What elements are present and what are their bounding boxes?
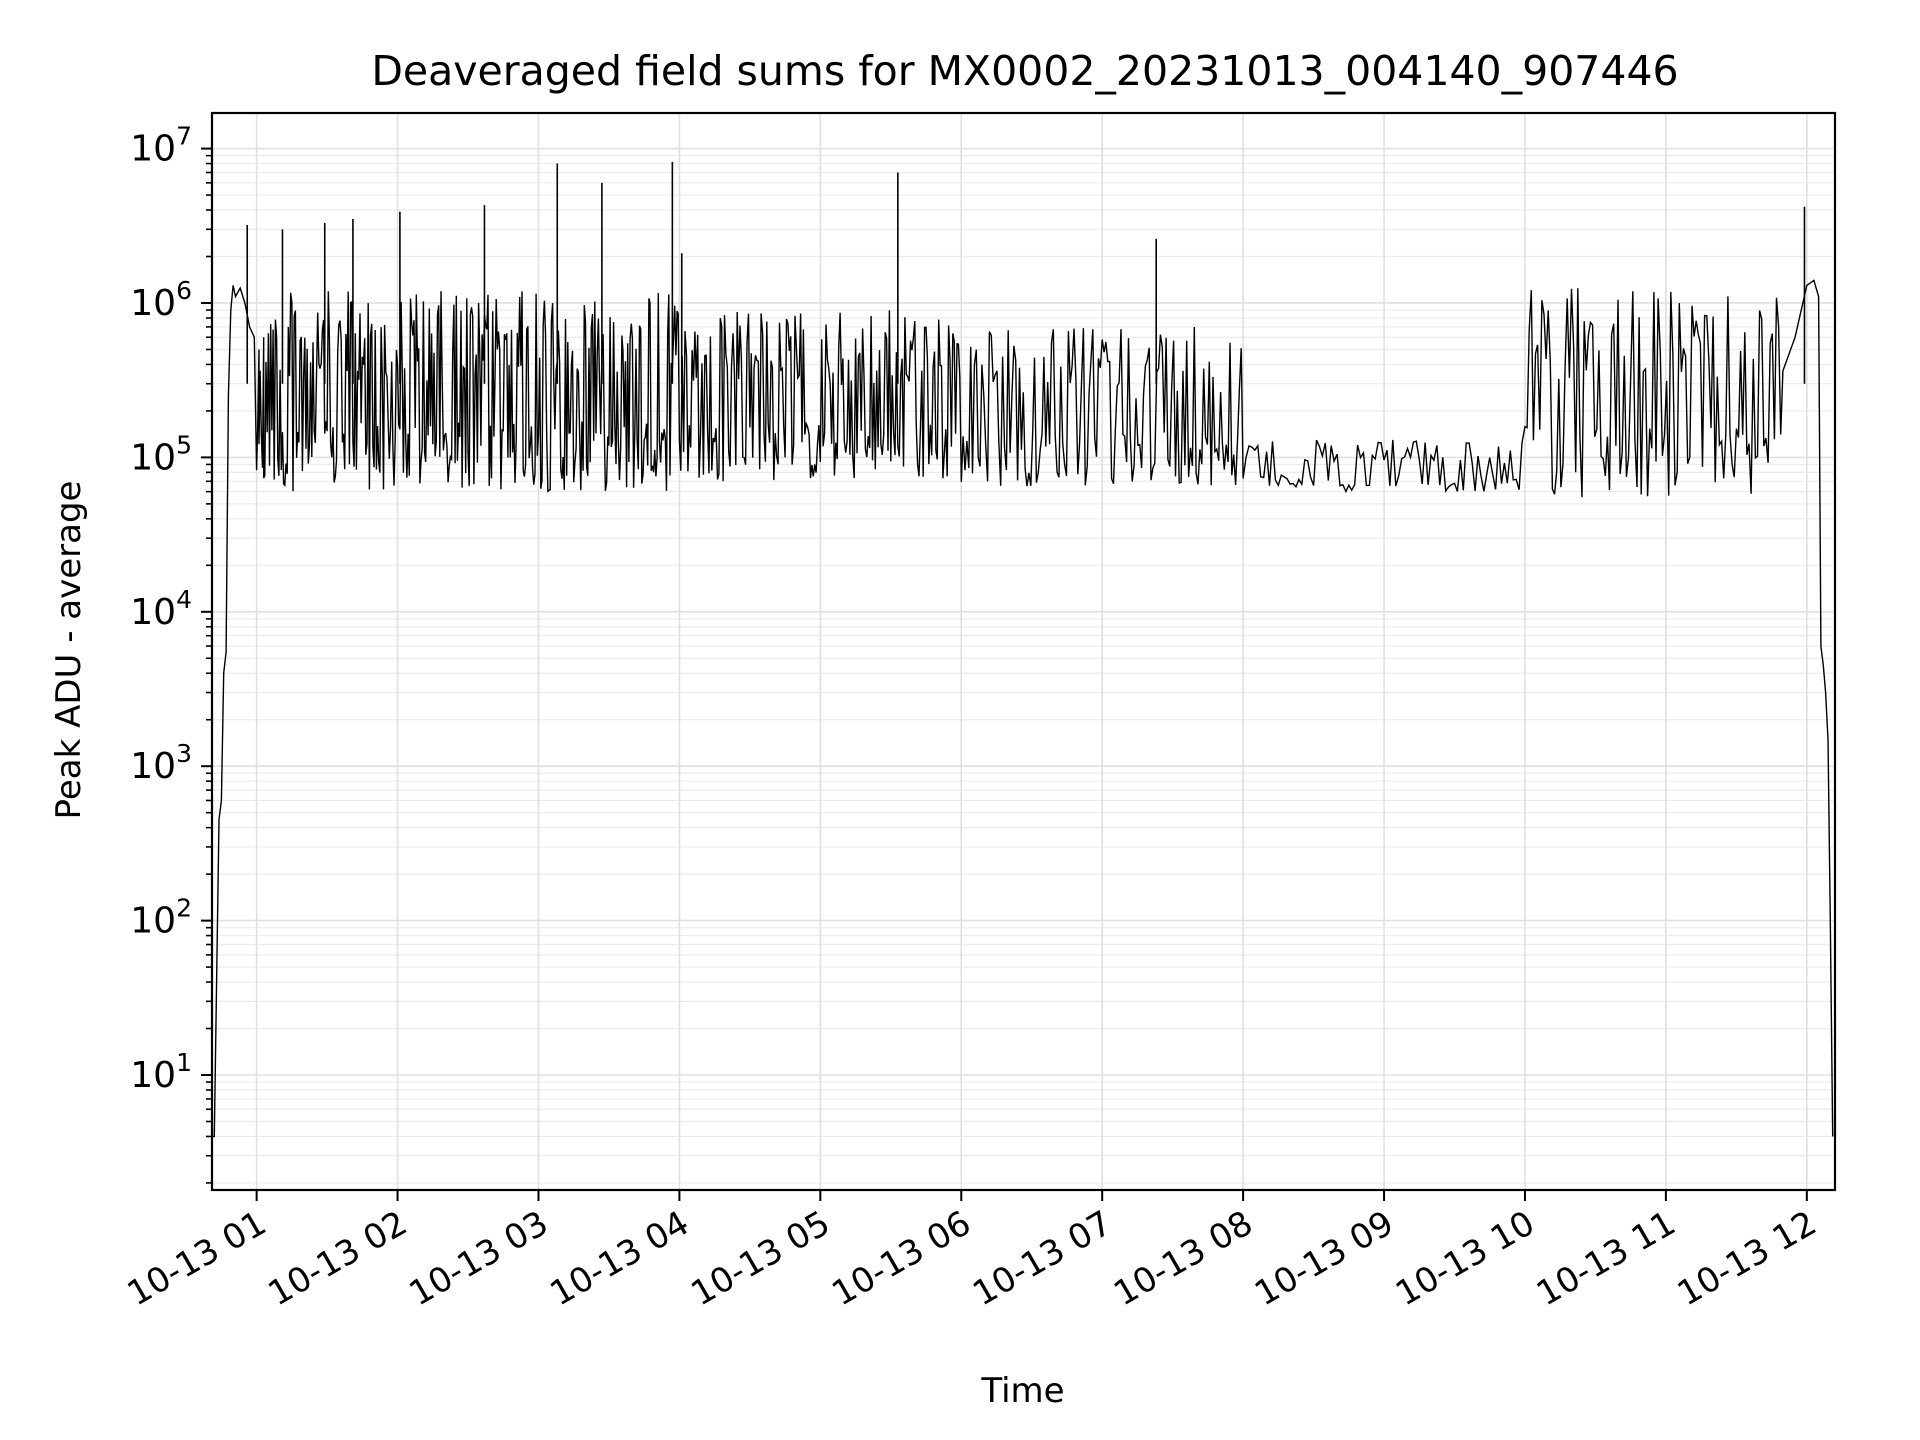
y-tick-label: 103 xyxy=(130,739,192,787)
chart-title: Deaveraged field sums for MX0002_2023101… xyxy=(371,47,1678,95)
y-axis-label: Peak ADU - average xyxy=(49,481,89,820)
spike-marks xyxy=(246,161,1806,384)
series-line xyxy=(212,279,1834,1138)
y-tick-label: 107 xyxy=(130,122,192,170)
plot-frame xyxy=(210,111,1837,1192)
y-tick-label: 106 xyxy=(130,276,192,324)
y-tick-label: 102 xyxy=(130,894,192,942)
x-axis-label: Time xyxy=(980,1371,1064,1411)
series-path xyxy=(212,279,1834,1138)
y-axis: 101 102 103 104 105 106 107 xyxy=(130,122,212,1184)
grid xyxy=(212,113,1835,1190)
y-tick-label: 104 xyxy=(130,585,192,633)
y-tick-label: 101 xyxy=(130,1048,192,1096)
y-tick-label: 105 xyxy=(130,430,192,478)
